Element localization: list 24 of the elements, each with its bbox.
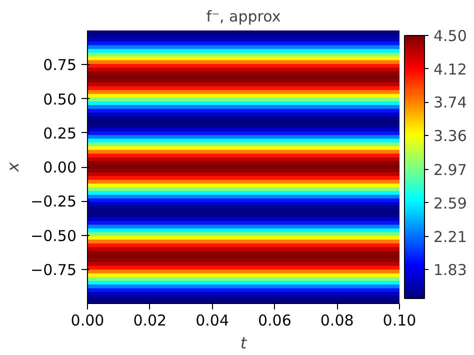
color-bar-label: 4.12 [434,60,467,78]
chart-title: f⁻, approx [206,8,281,26]
color-bar-label: 2.21 [434,228,467,246]
y-tick-label: 0.25 [43,124,77,142]
y-tick-label: 0.75 [43,56,77,74]
x-tick-label: 0.10 [382,312,416,330]
x-tick-label: 0.02 [133,312,167,330]
y-tick-label: 0.50 [43,90,77,108]
x-tick-label: 0.06 [258,312,292,330]
color-bar-label: 3.36 [434,126,467,145]
color-bar-label: 3.74 [434,94,467,112]
y-axis-title: x [4,162,23,173]
color-bar-label: 4.50 [434,27,467,45]
y-tick-label: −0.75 [30,260,76,279]
color-bar-label: 2.97 [434,161,467,180]
x-tick-label: 0.00 [70,312,104,330]
x-axis-title: t [240,334,248,352]
x-tick-label: 0.08 [320,312,354,330]
y-tick-label: −0.50 [30,226,76,245]
x-tick-label: 0.04 [196,312,230,330]
color-bar-label: 2.59 [434,194,467,212]
y-tick-label: −0.25 [30,192,76,211]
y-tick-label: 0.00 [43,158,77,176]
color-bar-label: 1.83 [434,261,467,280]
